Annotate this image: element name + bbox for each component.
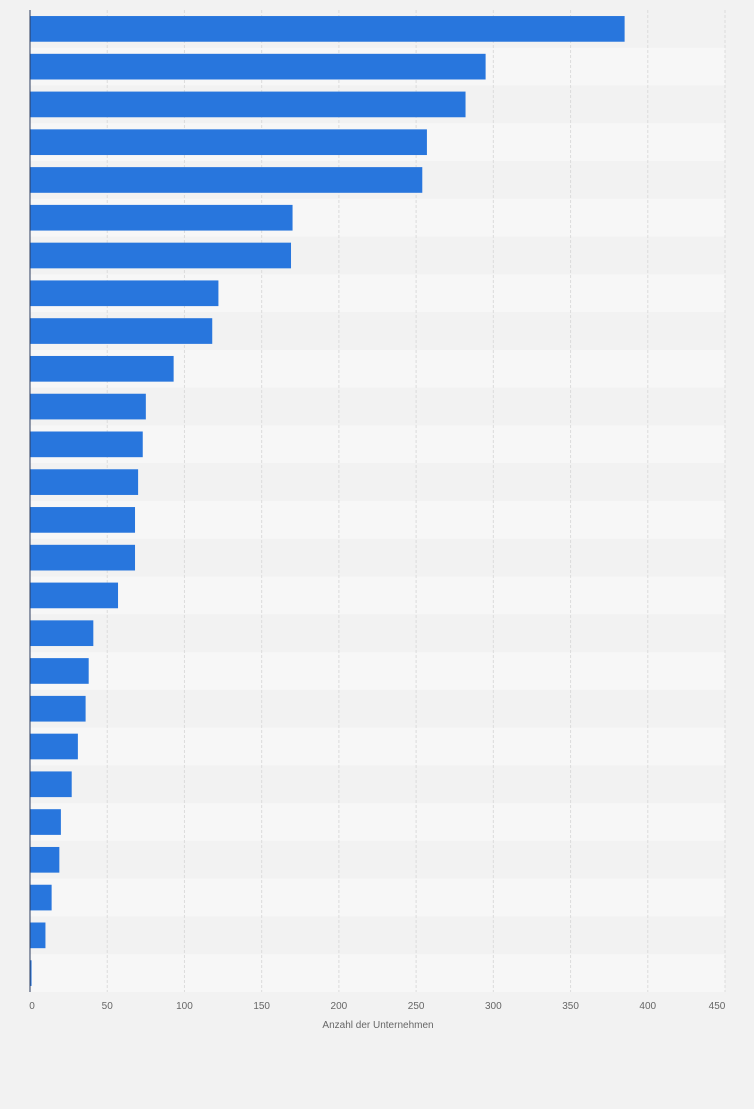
bar[interactable] bbox=[30, 960, 32, 986]
row-band bbox=[30, 954, 725, 992]
row-band bbox=[30, 652, 725, 690]
x-tick-label: 350 bbox=[562, 1001, 579, 1012]
gridlines bbox=[106, 10, 726, 992]
bar[interactable] bbox=[30, 318, 213, 344]
row-band bbox=[30, 614, 725, 653]
x-tick-label: 300 bbox=[485, 1001, 502, 1012]
bar[interactable] bbox=[30, 544, 136, 571]
row-band bbox=[30, 916, 725, 955]
bar[interactable] bbox=[30, 469, 139, 495]
row-band bbox=[30, 576, 725, 615]
bar[interactable] bbox=[30, 393, 146, 420]
bar[interactable] bbox=[30, 922, 46, 949]
x-axis-ticks: 0 50 100 150 200 250 300 350 400 450 bbox=[29, 1001, 726, 1012]
bar[interactable] bbox=[30, 620, 94, 647]
bar[interactable] bbox=[30, 204, 293, 231]
x-tick-label: 200 bbox=[331, 1001, 348, 1012]
bar[interactable] bbox=[30, 242, 292, 269]
bar[interactable] bbox=[30, 167, 423, 193]
bar[interactable] bbox=[30, 809, 61, 835]
x-tick-label: 400 bbox=[639, 1001, 656, 1012]
bar[interactable] bbox=[30, 582, 119, 609]
row-band bbox=[30, 538, 725, 577]
x-axis-title: Anzahl der Unternehmen bbox=[322, 1020, 433, 1031]
row-bands bbox=[30, 10, 725, 992]
row-band bbox=[30, 501, 725, 539]
x-tick-label: 100 bbox=[176, 1001, 193, 1012]
bar[interactable] bbox=[30, 846, 60, 873]
row-band bbox=[30, 727, 725, 766]
bar[interactable] bbox=[30, 355, 174, 382]
bar[interactable] bbox=[30, 91, 466, 118]
row-band bbox=[30, 765, 725, 804]
bar[interactable] bbox=[30, 53, 486, 80]
bar[interactable] bbox=[30, 884, 52, 911]
x-tick-label: 0 bbox=[29, 1001, 35, 1012]
row-band bbox=[30, 878, 725, 917]
bars bbox=[30, 16, 625, 986]
bar[interactable] bbox=[30, 771, 72, 798]
row-band bbox=[30, 689, 725, 728]
bar[interactable] bbox=[30, 431, 143, 458]
bar[interactable] bbox=[30, 507, 136, 533]
row-band bbox=[30, 463, 725, 501]
x-tick-label: 450 bbox=[709, 1001, 726, 1012]
bar[interactable] bbox=[30, 16, 625, 42]
row-band bbox=[30, 840, 725, 879]
bar[interactable] bbox=[30, 733, 78, 760]
bar[interactable] bbox=[30, 280, 219, 307]
x-tick-label: 50 bbox=[102, 1001, 114, 1012]
bar[interactable] bbox=[30, 129, 427, 156]
bar[interactable] bbox=[30, 658, 89, 684]
x-tick-label: 150 bbox=[253, 1001, 270, 1012]
row-band bbox=[30, 425, 725, 464]
bar[interactable] bbox=[30, 695, 86, 722]
row-band bbox=[30, 803, 725, 841]
x-tick-label: 250 bbox=[408, 1001, 425, 1012]
